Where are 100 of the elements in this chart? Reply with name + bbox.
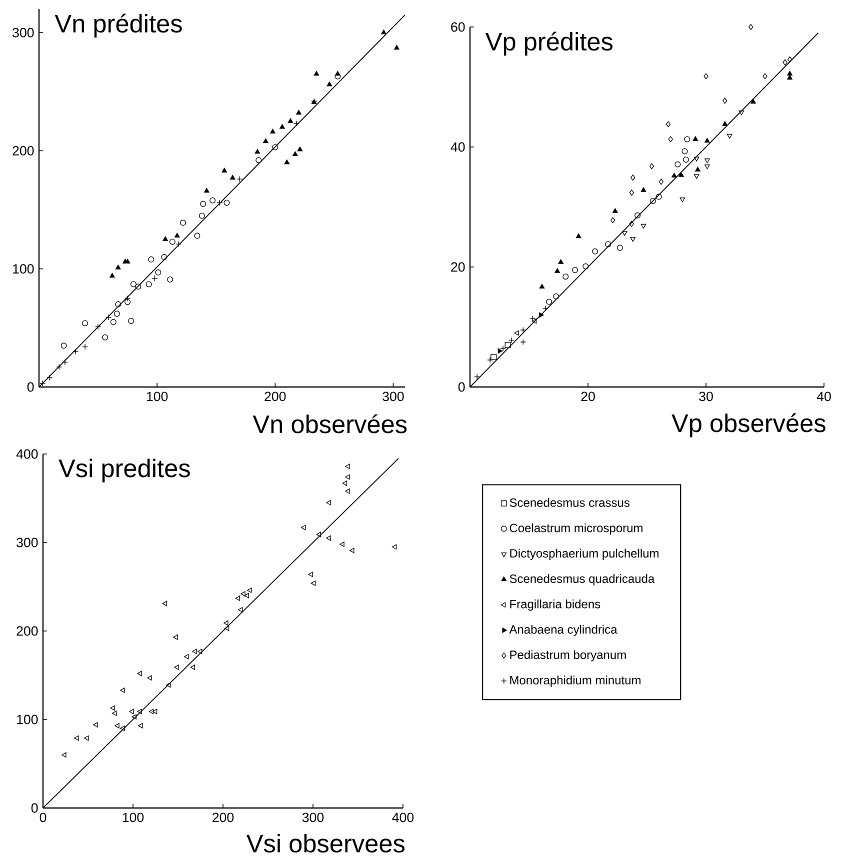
- point: [60, 342, 67, 349]
- point: [682, 156, 689, 163]
- point: [197, 648, 202, 654]
- point: [539, 312, 544, 318]
- point: [129, 708, 134, 714]
- point: [514, 330, 519, 336]
- point: [240, 591, 246, 596]
- point: [392, 544, 397, 550]
- legend-label: Dictyosphaerium pulchellum: [510, 548, 658, 560]
- point: [224, 626, 230, 631]
- point: [155, 269, 162, 276]
- point: [326, 82, 332, 86]
- point: [310, 580, 316, 586]
- legend-label: Scenedesmus quadricauda: [510, 574, 655, 586]
- point: [782, 59, 788, 66]
- y-tick-label: 60: [451, 22, 465, 32]
- point: [504, 342, 511, 348]
- point: [263, 138, 268, 143]
- point: [490, 354, 497, 360]
- point: [137, 670, 142, 676]
- x-axis-title: Vp observées: [672, 413, 826, 438]
- x-axis-title: Vn observées: [252, 414, 407, 434]
- point: [738, 110, 744, 116]
- point: [102, 334, 108, 340]
- point: [572, 267, 578, 273]
- point: [120, 726, 125, 731]
- point: [173, 634, 178, 640]
- point: [194, 232, 200, 239]
- point: [198, 212, 205, 219]
- legend-label: Anabaena cylindrica: [509, 624, 618, 636]
- point: [678, 172, 684, 177]
- point: [93, 722, 98, 728]
- point: [629, 220, 634, 227]
- point: [162, 600, 168, 606]
- x-tick-label: 100: [146, 392, 168, 402]
- legend-label: Scenedesmus crassus: [510, 498, 630, 507]
- y-tick-label: 0: [27, 382, 34, 392]
- point: [630, 174, 636, 181]
- point: [148, 256, 154, 262]
- y-axis-title: Vp prédites: [485, 32, 613, 56]
- point: [658, 178, 664, 185]
- x-tick-label: 200: [264, 392, 286, 402]
- point: [576, 233, 582, 238]
- point: [288, 118, 294, 123]
- point: [130, 281, 136, 288]
- y-tick-label: 0: [458, 382, 465, 392]
- x-axis-title: Vsi observees: [246, 834, 405, 853]
- point: [612, 208, 618, 213]
- point: [616, 244, 623, 251]
- legend-label: Fragillaria bidens: [510, 600, 600, 611]
- point: [314, 70, 320, 76]
- point: [190, 664, 195, 670]
- point: [539, 284, 545, 288]
- point: [161, 254, 168, 260]
- point: [115, 301, 122, 308]
- point: [224, 200, 230, 206]
- point: [184, 654, 189, 660]
- point: [174, 232, 180, 238]
- point: [680, 198, 686, 202]
- point: [592, 248, 598, 254]
- point: [704, 73, 708, 80]
- point: [272, 144, 278, 150]
- point: [554, 268, 560, 273]
- legend-label: Coelastrum microsporum: [510, 523, 642, 535]
- x-tick-label: 200: [212, 812, 234, 822]
- point: [230, 174, 236, 180]
- point: [695, 166, 700, 172]
- point: [634, 212, 641, 218]
- point: [640, 187, 646, 192]
- y-tick-label: 100: [17, 714, 38, 724]
- point: [381, 30, 386, 34]
- point: [605, 241, 612, 248]
- point: [132, 714, 136, 720]
- point: [532, 318, 537, 324]
- point: [345, 464, 350, 470]
- y-tick-label: 200: [12, 146, 34, 156]
- point: [342, 480, 348, 486]
- point: [270, 128, 276, 134]
- point: [138, 723, 143, 728]
- point: [115, 264, 121, 270]
- x-tick-label: 30: [699, 392, 713, 402]
- legend-label: Monoraphidium minutum: [510, 676, 640, 687]
- point: [630, 237, 636, 242]
- point: [110, 319, 116, 326]
- point: [704, 164, 710, 170]
- point: [238, 607, 243, 612]
- x-tick-label: 400: [392, 812, 414, 822]
- point: [787, 56, 792, 62]
- point: [316, 532, 321, 538]
- point: [649, 163, 654, 170]
- x-tick-label: 300: [382, 392, 404, 402]
- point: [722, 121, 728, 126]
- point: [640, 224, 646, 229]
- point: [345, 488, 350, 494]
- point: [235, 596, 240, 601]
- point: [192, 648, 197, 654]
- x-tick-label: 100: [122, 812, 144, 822]
- point: [682, 148, 688, 154]
- point: [345, 474, 350, 480]
- point: [296, 110, 302, 115]
